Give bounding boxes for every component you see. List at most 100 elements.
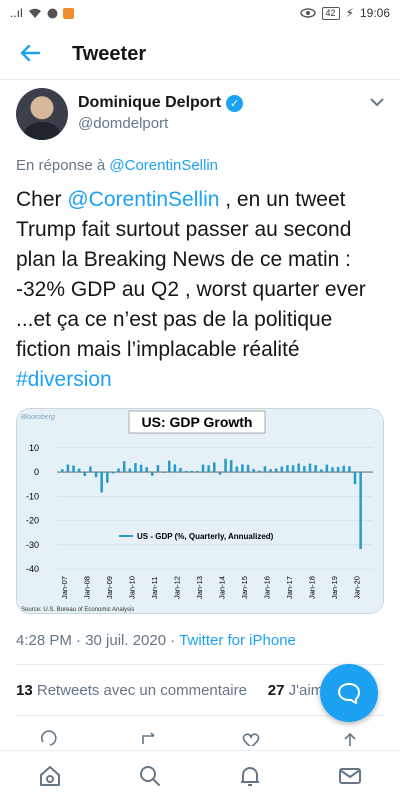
tweet-timestamp: 4:28 PM · 30 juil. 2020 · bbox=[16, 632, 180, 649]
search-icon bbox=[140, 765, 160, 786]
page-title: Tweeter bbox=[72, 43, 147, 65]
gdp-bar bbox=[280, 466, 284, 473]
home-icon bbox=[40, 765, 60, 786]
signal-icon: ..ıl bbox=[10, 6, 23, 20]
tweet-source-link[interactable]: Twitter for iPhone bbox=[179, 632, 296, 649]
divider bbox=[16, 715, 384, 716]
divider bbox=[16, 664, 384, 665]
gdp-bar bbox=[218, 472, 222, 475]
y-tick-label: -40 bbox=[26, 564, 39, 574]
tweet-menu-button[interactable] bbox=[370, 94, 384, 110]
gdp-bar bbox=[308, 463, 312, 473]
tweet-author[interactable]: Dominique Delport ✓ @domdelport bbox=[16, 88, 384, 144]
gdp-bar bbox=[156, 465, 160, 473]
gdp-bar bbox=[314, 465, 317, 473]
gdp-bar bbox=[331, 467, 334, 473]
x-tick-label: Jan-11 bbox=[150, 577, 159, 599]
gdp-bar bbox=[134, 463, 137, 473]
gdp-bar bbox=[196, 470, 199, 473]
mail-icon bbox=[339, 767, 361, 784]
tweet-stats[interactable]: 13 Retweets avec un commentaire 27 J'aim… bbox=[16, 682, 332, 699]
gdp-bar bbox=[66, 464, 70, 473]
retweet-label[interactable]: Retweets avec un commentaire bbox=[32, 682, 247, 699]
back-button[interactable] bbox=[0, 41, 60, 69]
hashtag-link[interactable]: #diversion bbox=[16, 368, 112, 391]
y-tick-label: -30 bbox=[26, 540, 39, 550]
tweet-image[interactable]: Bloomberg US: GDP Growth 10 0 -10 -20 -30 -40… bbox=[16, 408, 384, 614]
retweet-icon[interactable] bbox=[139, 730, 161, 746]
compose-reply-icon bbox=[338, 683, 360, 704]
x-tick-label: Jan-20 bbox=[353, 576, 362, 599]
gdp-bar bbox=[269, 469, 272, 473]
nav-home[interactable] bbox=[30, 756, 70, 796]
mention-link[interactable]: @CorentinSellin bbox=[67, 188, 220, 211]
gdp-bar bbox=[348, 466, 351, 473]
gdp-bar bbox=[190, 470, 194, 473]
gdp-bar bbox=[342, 465, 346, 473]
share-icon[interactable] bbox=[340, 730, 360, 746]
battery-indicator: 42 bbox=[321, 6, 340, 20]
gdp-bar bbox=[201, 464, 205, 473]
gdp-bar bbox=[229, 459, 233, 473]
compose-reply-button[interactable] bbox=[320, 664, 378, 722]
chart-watermark: Bloomberg bbox=[21, 414, 55, 421]
author-name[interactable]: Dominique Delport bbox=[78, 94, 222, 111]
gdp-bar bbox=[252, 468, 255, 473]
x-tick-label: Jan-14 bbox=[218, 576, 227, 599]
gdp-bar bbox=[179, 467, 182, 473]
gdp-bar bbox=[61, 469, 64, 473]
x-tick-label: Jan-08 bbox=[83, 576, 92, 599]
author-handle[interactable]: @domdelport bbox=[78, 115, 169, 132]
gdp-bar bbox=[353, 472, 357, 485]
gdp-bar bbox=[128, 468, 132, 473]
x-tick-label: Jan-09 bbox=[105, 576, 114, 599]
gdp-bar bbox=[213, 462, 216, 473]
tweet-text: Cher @CorentinSellin , en un tweet Trump… bbox=[16, 185, 388, 395]
author-display-name[interactable]: Dominique Delport ✓ bbox=[78, 94, 244, 112]
gdp-bar bbox=[139, 464, 143, 473]
eye-comfort-icon bbox=[299, 8, 316, 18]
gdp-bar bbox=[117, 468, 120, 473]
nav-notifications[interactable] bbox=[230, 756, 270, 796]
gdp-bar bbox=[122, 461, 126, 473]
gdp-bar bbox=[184, 470, 188, 473]
gdp-bar bbox=[274, 468, 278, 473]
top-app-bar: Tweeter bbox=[0, 30, 400, 80]
gdp-bar bbox=[336, 466, 340, 473]
gdp-bar bbox=[235, 466, 239, 473]
y-tick-label: -10 bbox=[26, 491, 39, 501]
gdp-bar bbox=[106, 472, 109, 483]
y-tick-label: 0 bbox=[34, 467, 39, 477]
gdp-bar bbox=[151, 472, 154, 476]
chevron-down-icon bbox=[370, 98, 384, 107]
reply-mention-link[interactable]: @CorentinSellin bbox=[109, 157, 219, 174]
tweet-actions bbox=[0, 730, 400, 746]
bottom-navigation bbox=[0, 750, 400, 800]
gdp-bar bbox=[319, 469, 323, 473]
y-tick-label: 10 bbox=[29, 443, 39, 453]
reply-context: En réponse à @CorentinSellin bbox=[16, 157, 218, 174]
chart-legend: US - GDP (%, Quarterly, Annualized) bbox=[137, 532, 274, 541]
nav-search[interactable] bbox=[130, 756, 170, 796]
gdp-bar bbox=[83, 472, 87, 476]
x-tick-label: Jan-19 bbox=[330, 576, 339, 599]
gdp-bar bbox=[359, 472, 362, 549]
x-tick-label: Jan-10 bbox=[128, 576, 137, 599]
gdp-bar bbox=[89, 466, 92, 473]
app-notification-icon bbox=[62, 7, 74, 19]
tweet-text-start: Cher bbox=[16, 188, 68, 211]
nav-messages[interactable] bbox=[330, 756, 370, 796]
gdp-bar bbox=[291, 465, 295, 473]
avatar[interactable] bbox=[16, 88, 68, 140]
chart-source: Source: U.S. Bureau of Economic Analysis bbox=[21, 607, 134, 613]
gdp-bar bbox=[145, 467, 148, 473]
chart-title: US: GDP Growth bbox=[142, 414, 253, 430]
gdp-bar bbox=[167, 460, 171, 473]
reply-icon[interactable] bbox=[40, 730, 60, 746]
gdp-bar bbox=[286, 465, 289, 473]
gdp-bar bbox=[258, 470, 261, 473]
tweet-meta: 4:28 PM · 30 juil. 2020 · Twitter for iP… bbox=[16, 632, 296, 649]
x-tick-label: Jan-16 bbox=[263, 576, 272, 599]
like-icon[interactable] bbox=[241, 730, 261, 746]
gdp-bar bbox=[246, 464, 250, 473]
